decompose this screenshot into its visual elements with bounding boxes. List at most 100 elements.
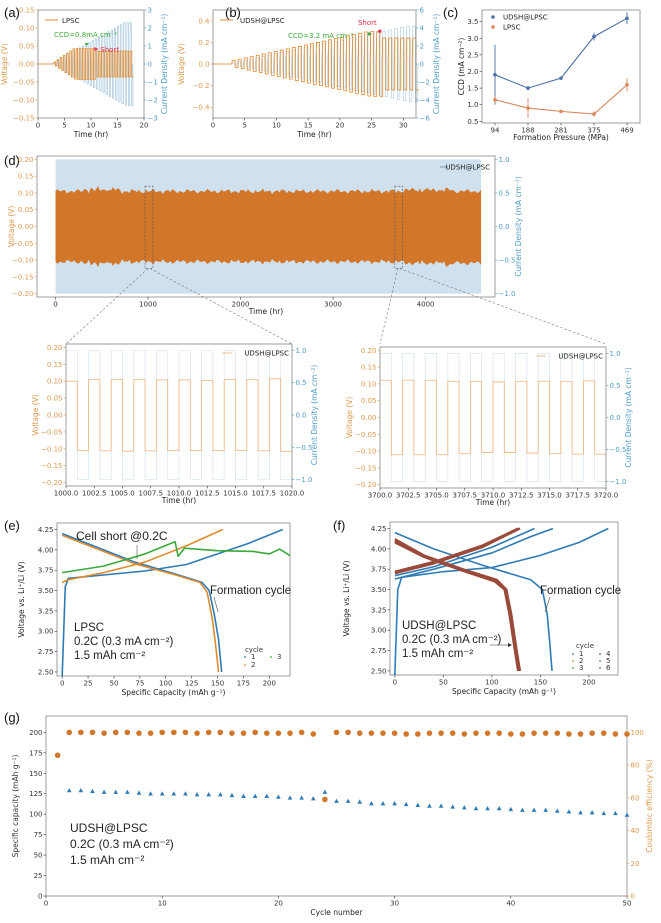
y-tick-label: 4.00 [371,545,387,553]
legend-marker [599,653,601,655]
ce-point [542,730,549,736]
ce-point [403,731,410,737]
y-tick-label: −0.10 [355,448,376,456]
ce-point [89,729,96,736]
condition-text: 0.2C (0.3 mA cm⁻²) [74,636,174,648]
x-tick-label: 150 [211,680,224,688]
charge-curve-cycle-2 [61,528,224,584]
legend-label-udsh: UDSH@LPSC [240,17,285,25]
ce-point [612,731,619,737]
y-tick-label: −0.15 [41,462,62,470]
y-tick-label-right: 0.5 [499,189,510,197]
y-tick-label-right: 0.5 [610,382,621,390]
y-axis-label-right: Current Density (mA cm⁻²) [310,365,319,466]
x-tick-label: 1000.0 [54,490,79,498]
discharge-curve-cycle-2 [61,534,220,673]
y-tick-label-right: 4 [420,25,425,33]
y-axis-label: Voltage vs. Li⁺/Li (V) [17,561,26,637]
ce-point [380,730,386,736]
x-tick-label: 0 [60,680,64,688]
condition-text: 1.5 mAh cm⁻² [74,650,145,662]
x-tick-label: 1010.0 [167,490,192,498]
capacity-point [624,812,630,817]
current-density-line [38,22,134,106]
legend-marker [572,660,574,662]
capacity-point [66,787,72,793]
x-tick-label: 100 [485,679,498,687]
y-tick-label: 175 [29,749,42,757]
ce-point [415,731,421,737]
condition-text: 1.5 mAh cm⁻² [402,648,473,660]
x-axis-label: Specific Capacity (mAh g⁻¹) [122,688,226,697]
x-tick-label: 25 [84,680,93,688]
panel-label-f: (f) [333,518,345,533]
capacity-point [241,793,246,798]
capacity-point [159,791,165,796]
x-tick-label: 10 [87,122,96,130]
x-tick-label: 1005.0 [110,490,135,498]
plot-frame [45,715,628,897]
condition-text: 0.2C (0.3 mA cm⁻²) [402,634,502,646]
legend-label: 4 [606,650,611,658]
ce-point [112,729,119,736]
y-tick-label-right: 40 [631,827,640,835]
discharge-curve-cycle-1 [394,531,553,671]
x-tick-label: 40 [506,900,515,908]
ce-point [217,729,224,736]
y-tick-label: 2.50 [38,668,54,676]
capacity-point [473,805,479,811]
panel-label-a: (a) [4,5,20,20]
x-tick-label: 0 [211,122,215,130]
y-tick-label: 0.15 [47,361,63,369]
y-tick-label-right: 100 [631,729,644,737]
zoom-connector [379,268,399,345]
x-tick-label: 3712.5 [509,492,534,500]
legend-title: cycle [576,642,594,650]
y-tick-label: 0.15 [361,364,377,372]
y-tick-label-right: −1.0 [499,290,516,298]
ce-point [136,730,142,736]
y-tick-label: 0.05 [47,395,63,403]
data-point [559,109,563,114]
x-tick-label: 1007.5 [139,490,164,498]
y-tick-label: 1.5 [467,85,478,93]
legend-marker [572,667,574,669]
ce-point [496,730,502,736]
data-point [592,112,596,116]
capacity-point [183,791,188,796]
capacity-point [438,803,444,808]
y-tick-label: −0.10 [12,257,33,265]
y-tick-label: 0.00 [47,412,63,420]
charge-curve-cycle-1 [61,528,284,677]
y-tick-label: 0.00 [19,61,35,69]
legend-label-lpsc: LPSC [62,17,80,25]
short-marker-icon [94,47,99,51]
x-tick-label: 3715.0 [537,492,562,500]
x-tick-label: 3720.0 [594,492,619,500]
y-tick-label: 25 [34,872,43,880]
annotation-formation-cycle: Formation cycle [210,585,291,597]
data-point [526,106,530,110]
ce-point [391,730,398,736]
annotation-formation-cycle: Formation cycle [540,585,621,597]
capacity-point [485,805,490,811]
y-axis-label-right: Current Density (mA cm⁻²) [432,14,441,115]
capacity-point [229,792,235,798]
capacity-point [90,788,95,794]
ce-point [322,796,328,803]
zoom-window-marker [394,185,403,269]
y-tick-label: −0.10 [13,97,34,105]
capacity-point [450,804,455,809]
ce-point [101,730,107,736]
x-tick-label: 200 [582,679,595,687]
x-tick-label: 50 [439,679,448,687]
capacity-point [125,789,130,794]
y-tick-label-right: 0.5 [296,379,307,387]
x-tick-label: 125 [185,680,198,688]
annotation-ccd: CCD=3.2 mA cm⁻² [288,32,354,40]
x-tick-label: 1020.0 [280,490,305,498]
capacity-point [369,801,374,806]
y-tick-label-right: −0.5 [296,444,313,452]
y-axis-label-right: Current Density (mA cm⁻²) [624,367,633,468]
y-tick-label-right: 0 [148,61,152,69]
